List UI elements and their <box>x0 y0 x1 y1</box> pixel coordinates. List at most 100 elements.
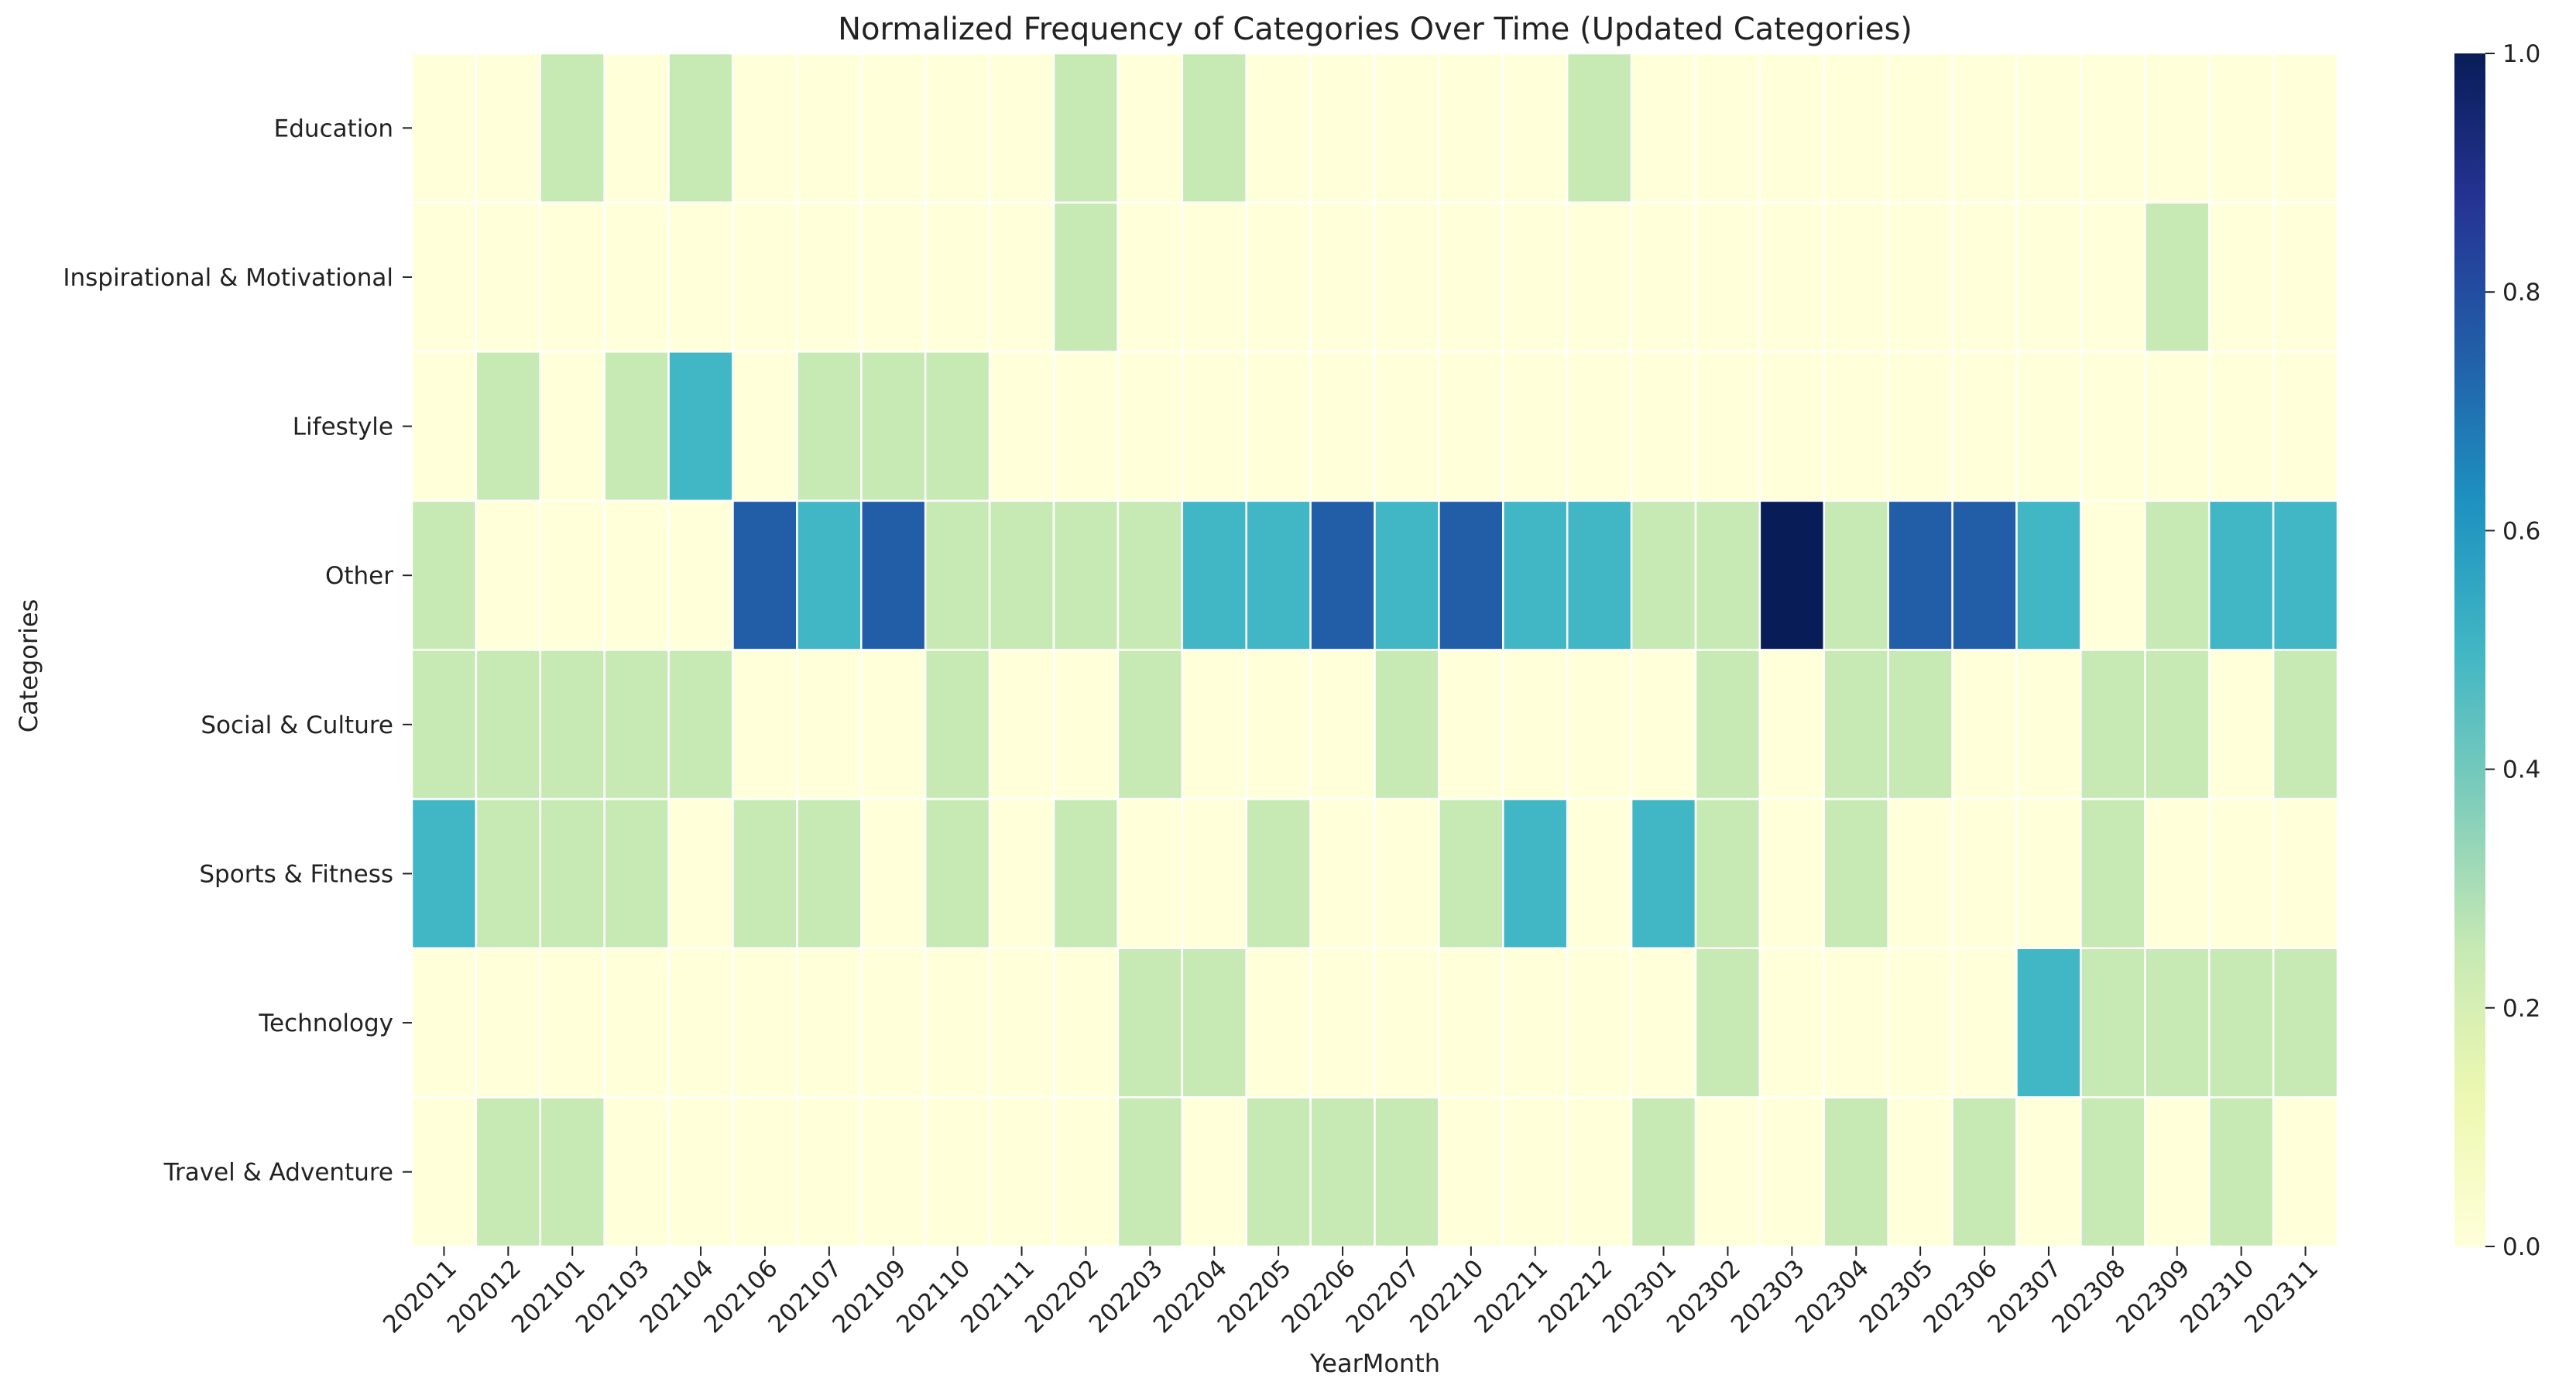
heatmap-cell <box>2272 351 2339 502</box>
heatmap-cell <box>860 351 927 502</box>
heatmap-cell <box>2272 52 2339 204</box>
heatmap-cells <box>410 52 2339 1248</box>
heatmap-cell <box>1502 201 1569 353</box>
x-axis-label: YearMonth <box>1309 1349 1440 1378</box>
heatmap-cell <box>667 52 734 204</box>
heatmap-cell <box>1566 351 1633 502</box>
heatmap-cell <box>410 52 478 204</box>
heatmap-cell <box>2272 649 2339 801</box>
heatmap-cell <box>1309 649 1376 801</box>
heatmap-cell <box>2207 52 2275 204</box>
y-tick-label: Lifestyle <box>293 413 393 441</box>
heatmap-cell <box>1181 52 1247 204</box>
heatmap-cell <box>1758 499 1826 651</box>
heatmap-cell <box>2144 797 2211 949</box>
heatmap-cell <box>1951 201 2018 353</box>
heatmap-cell <box>1694 351 1761 502</box>
colorbar: 0.0 0.2 0.4 0.6 0.8 1.0 <box>2454 40 2540 1261</box>
heatmap-cell <box>2015 947 2082 1099</box>
heatmap-cell <box>1823 351 1889 502</box>
heatmap-cell <box>603 797 670 949</box>
heatmap-cell <box>796 649 863 801</box>
heatmap-cell <box>475 649 542 801</box>
heatmap-cell <box>988 351 1055 502</box>
heatmap-cell <box>1887 52 1953 204</box>
heatmap-cell <box>475 499 542 651</box>
heatmap-cell <box>1566 201 1633 353</box>
heatmap-cell <box>1116 797 1184 949</box>
colorbar-gradient <box>2454 53 2485 1246</box>
heatmap-cell <box>796 947 863 1099</box>
heatmap-cell <box>1116 649 1184 801</box>
heatmap-cell <box>2272 797 2339 949</box>
heatmap-cell <box>1374 649 1440 801</box>
heatmap-cell <box>2272 499 2339 651</box>
y-tick-labels: Education Inspirational & Motivational Lif… <box>63 115 412 1187</box>
heatmap-cell <box>1181 649 1247 801</box>
y-tick-label: Inspirational & Motivational <box>63 264 393 292</box>
heatmap-cell <box>1181 797 1247 949</box>
heatmap-cell <box>2272 1096 2339 1248</box>
heatmap-cell <box>1181 947 1247 1099</box>
heatmap-cell <box>1245 52 1312 204</box>
heatmap-cell <box>603 499 670 651</box>
heatmap-cell <box>539 52 605 204</box>
heatmap-cell <box>1374 1096 1440 1248</box>
heatmap-cell <box>860 1096 927 1248</box>
heatmap-cell <box>2015 797 2082 949</box>
heatmap-cell <box>1758 947 1826 1099</box>
heatmap-cell <box>796 797 863 949</box>
heatmap-cell <box>1438 499 1504 651</box>
heatmap-cell <box>1630 797 1697 949</box>
heatmap-cell <box>1438 351 1504 502</box>
heatmap-cell <box>1052 201 1120 353</box>
x-tick-labels: 2020112020122021012021032021042021062021… <box>378 1246 2324 1339</box>
heatmap-cell <box>2080 351 2146 502</box>
heatmap-cell <box>1245 649 1312 801</box>
heatmap-cell <box>988 947 1055 1099</box>
heatmap-cell <box>1438 649 1504 801</box>
heatmap-cell <box>796 499 863 651</box>
heatmap-cell <box>475 201 542 353</box>
heatmap-cell <box>1694 649 1761 801</box>
heatmap-cell <box>988 1096 1055 1248</box>
heatmap-cell <box>732 499 798 651</box>
heatmap-cell <box>1887 797 1953 949</box>
heatmap-cell <box>796 1096 863 1248</box>
heatmap-cell <box>2080 797 2146 949</box>
heatmap-cell <box>2015 52 2082 204</box>
heatmap-cell <box>1181 499 1247 651</box>
heatmap-cell <box>1630 499 1697 651</box>
colorbar-tick-label: 0.4 <box>2502 756 2540 784</box>
heatmap-cell <box>1116 52 1184 204</box>
heatmap-cell <box>1566 649 1633 801</box>
heatmap-cell <box>1630 947 1697 1099</box>
heatmap-cell <box>924 947 991 1099</box>
heatmap-cell <box>1309 1096 1376 1248</box>
heatmap-cell <box>1823 52 1889 204</box>
heatmap-cell <box>1052 52 1120 204</box>
heatmap-cell <box>1181 201 1247 353</box>
heatmap-cell <box>1438 52 1504 204</box>
heatmap-cell <box>924 201 991 353</box>
heatmap-cell <box>2144 52 2211 204</box>
heatmap-cell <box>1887 499 1953 651</box>
heatmap-cell <box>988 201 1055 353</box>
heatmap-cell <box>1438 947 1504 1099</box>
heatmap-cell <box>1374 201 1440 353</box>
heatmap-cell <box>796 201 863 353</box>
heatmap-cell <box>860 947 927 1099</box>
heatmap-cell <box>1438 797 1504 949</box>
heatmap-cell <box>1630 649 1697 801</box>
heatmap-cell <box>1181 351 1247 502</box>
heatmap-cell <box>539 649 605 801</box>
heatmap-cell <box>1374 947 1440 1099</box>
heatmap-cell <box>1758 797 1826 949</box>
heatmap-cell <box>1052 351 1120 502</box>
heatmap-cell <box>924 499 991 651</box>
heatmap-cell <box>410 351 478 502</box>
heatmap-cell <box>732 1096 798 1248</box>
heatmap-cell <box>1823 947 1889 1099</box>
heatmap-cell <box>1309 499 1376 651</box>
heatmap-cell <box>1566 1096 1633 1248</box>
